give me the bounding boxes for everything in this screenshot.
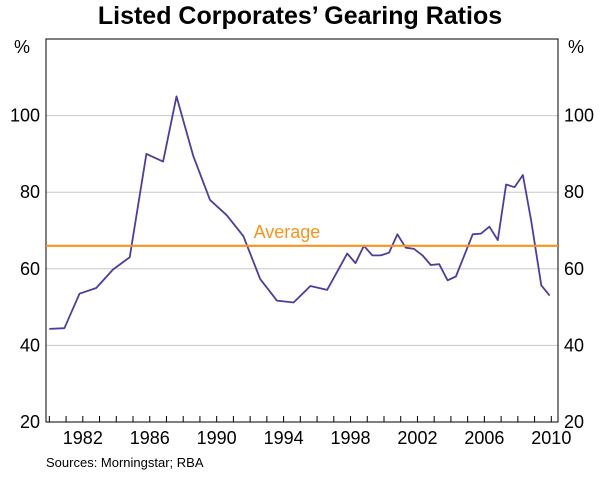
- y-tick-right-60: 60: [564, 259, 584, 279]
- x-tick-label-2006: 2006: [464, 428, 504, 448]
- x-tick-label-2010: 2010: [531, 428, 571, 448]
- x-tick-label-1986: 1986: [130, 428, 170, 448]
- y-tick-left-60: 60: [20, 259, 40, 279]
- left-axis-unit: %: [14, 37, 31, 57]
- x-tick-label-1994: 1994: [264, 428, 304, 448]
- x-tick-label-1990: 1990: [197, 428, 237, 448]
- series: Average: [46, 95, 558, 330]
- average-label: Average: [254, 222, 321, 242]
- y-tick-right-20: 20: [564, 412, 584, 432]
- gearing-ratio-line: [49, 95, 551, 330]
- y-tick-right-100: 100: [564, 106, 594, 126]
- source-note: Sources: Morningstar; RBA: [46, 455, 204, 470]
- plot-frame: [45, 38, 559, 423]
- y-tick-left-100: 100: [10, 106, 40, 126]
- x-tick-label-1998: 1998: [330, 428, 370, 448]
- y-tick-right-80: 80: [564, 182, 584, 202]
- y-axis: 20 20 40 40 60 60 80 80 100 100: [10, 106, 594, 432]
- y-tick-left-80: 80: [20, 182, 40, 202]
- gridlines: [46, 115, 558, 346]
- x-tick-label-2002: 2002: [397, 428, 437, 448]
- chart-title: Listed Corporates’ Gearing Ratios: [97, 2, 503, 30]
- x-tick-label-1982: 1982: [63, 428, 103, 448]
- y-tick-left-40: 40: [20, 335, 40, 355]
- y-tick-right-40: 40: [564, 335, 584, 355]
- right-axis-unit: %: [568, 37, 585, 57]
- y-tick-left-20: 20: [20, 412, 40, 432]
- x-axis: 1982 1986 1990 1994 1998 2002 2006 2010: [48, 416, 571, 448]
